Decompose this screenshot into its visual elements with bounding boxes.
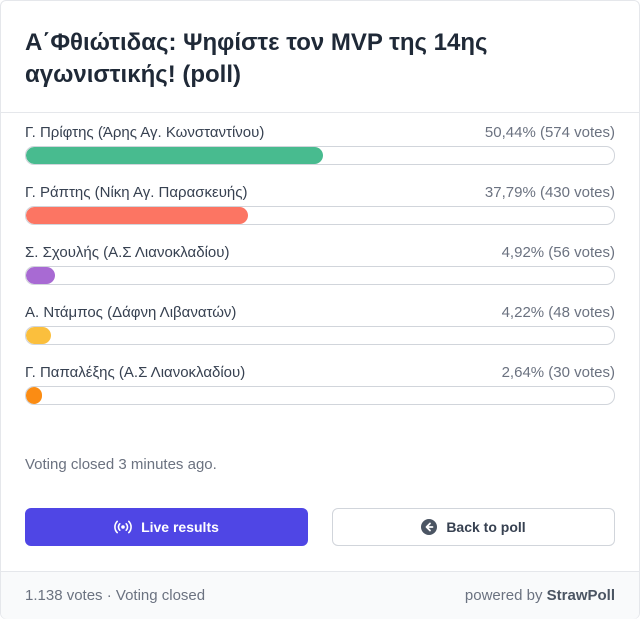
option-label: Α. Ντάμπος (Δάφνη Λιβανατών) (25, 304, 237, 321)
vote-summary: 1.138 votes · Voting closed (25, 587, 206, 604)
option-bar-fill (26, 267, 55, 284)
arrow-left-circle-icon (421, 519, 438, 535)
option-stats: 37,79% (430 votes) (484, 184, 615, 201)
option-bar-track (25, 206, 615, 225)
poll-option: Γ. Πρίφτης (Άρης Αγ. Κωνσταντίνου) 50,44%… (25, 123, 615, 167)
poll-option: Σ. Σχουλής (Α.Σ Λιανοκλαδίου) 4,92% (56 v… (25, 243, 615, 287)
option-label: Σ. Σχουλής (Α.Σ Λιανοκλαδίου) (25, 244, 230, 261)
poll-footer: 1.138 votes · Voting closed powered by S… (1, 571, 639, 619)
option-bar-fill (26, 147, 323, 164)
option-stats: 50,44% (574 votes) (484, 124, 615, 141)
option-stats: 4,22% (48 votes) (501, 304, 615, 321)
poll-option: Γ. Παπαλέξης (Α.Σ Λιανοκλαδίου) 2,64% (30… (25, 363, 615, 407)
option-bar-track (25, 386, 615, 405)
live-results-button[interactable]: Live results (25, 508, 308, 546)
option-bar-fill (26, 207, 249, 224)
strawpoll-brand-link[interactable]: StrawPoll (546, 587, 615, 604)
powered-by-text: powered by (464, 587, 543, 604)
poll-option: Γ. Ράπτης (Νίκη Αγ. Παρασκευής) 37,79% (4… (25, 183, 615, 227)
option-label: Γ. Πρίφτης (Άρης Αγ. Κωνσταντίνου) (25, 124, 265, 141)
broadcast-icon (114, 520, 132, 534)
poll-title: Α΄Φθιώτιδας: Ψηφίστε τον MVP της 14ης αγ… (25, 29, 488, 88)
live-results-label: Live results (141, 519, 219, 535)
voting-closed-note: Voting closed 3 minutes ago. (25, 456, 217, 473)
powered-by[interactable]: powered by StrawPoll (465, 587, 615, 604)
option-label: Γ. Παπαλέξης (Α.Σ Λιανοκλαδίου) (25, 364, 246, 381)
title-divider (1, 112, 639, 113)
back-to-poll-button[interactable]: Back to poll (332, 508, 615, 546)
option-bar-fill (26, 387, 42, 404)
option-bar-track (25, 326, 615, 345)
option-bar-track (25, 266, 615, 285)
option-stats: 4,92% (56 votes) (501, 244, 615, 261)
option-bar-fill (26, 327, 51, 344)
option-stats: 2,64% (30 votes) (501, 364, 615, 381)
option-bar-track (25, 146, 615, 165)
poll-option: Α. Ντάμπος (Δάφνη Λιβανατών) 4,22% (48 vo… (25, 303, 615, 347)
back-to-poll-label: Back to poll (446, 519, 526, 535)
option-label: Γ. Ράπτης (Νίκη Αγ. Παρασκευής) (25, 184, 248, 201)
